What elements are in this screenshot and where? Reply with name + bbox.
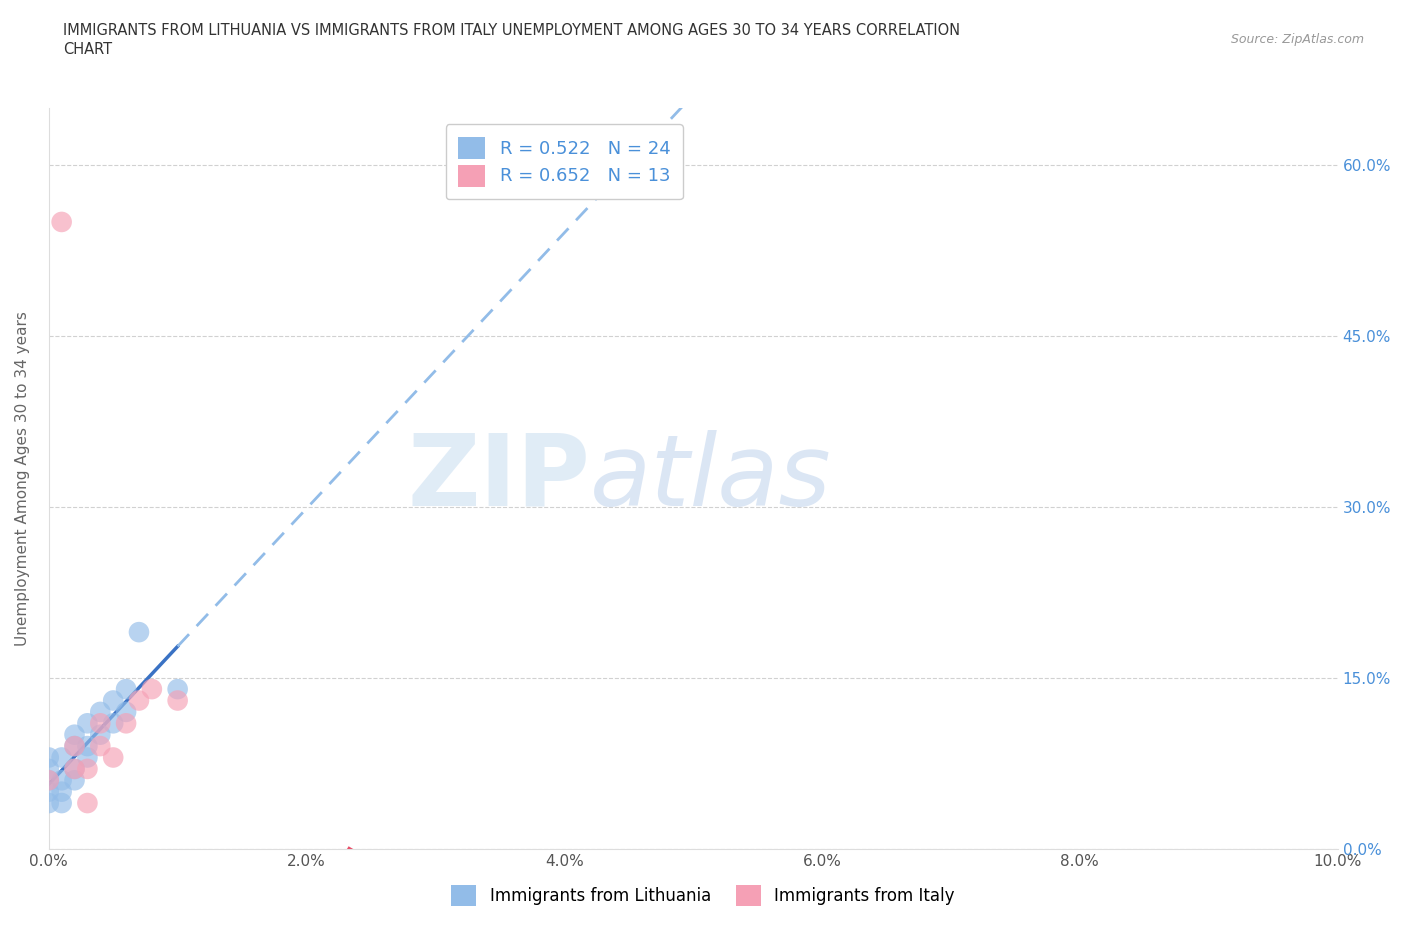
Text: IMMIGRANTS FROM LITHUANIA VS IMMIGRANTS FROM ITALY UNEMPLOYMENT AMONG AGES 30 TO: IMMIGRANTS FROM LITHUANIA VS IMMIGRANTS … [63,23,960,38]
Point [38,773,60,788]
Point [63,727,86,742]
Point [128,625,150,640]
Point [115,716,138,731]
Point [89,704,111,719]
Text: atlas: atlas [591,430,832,526]
Point [38,773,60,788]
Legend: Immigrants from Lithuania, Immigrants from Italy: Immigrants from Lithuania, Immigrants fr… [444,879,962,912]
Point [63,738,86,753]
Point [63,738,86,753]
Point [63,762,86,777]
Point [38,750,60,764]
Text: ZIP: ZIP [408,430,591,526]
Legend: R = 0.522   N = 24, R = 0.652   N = 13: R = 0.522 N = 24, R = 0.652 N = 13 [446,125,683,199]
Point [103,716,125,731]
Point [166,682,188,697]
Point [89,738,111,753]
Point [38,796,60,811]
Y-axis label: Unemployment Among Ages 30 to 34 years: Unemployment Among Ages 30 to 34 years [15,311,30,645]
Point [141,682,163,697]
Point [115,704,138,719]
Point [76,750,98,764]
Point [76,716,98,731]
Text: CHART: CHART [63,42,112,57]
Point [38,762,60,777]
Point [51,750,73,764]
Text: Source: ZipAtlas.com: Source: ZipAtlas.com [1230,33,1364,46]
Point [103,693,125,708]
Point [115,682,138,697]
Point [76,738,98,753]
Point [51,796,73,811]
Point [76,796,98,811]
Point [63,762,86,777]
Point [63,773,86,788]
Point [89,727,111,742]
Point [51,215,73,230]
Point [166,693,188,708]
Point [38,784,60,799]
Point [128,693,150,708]
Point [89,716,111,731]
Point [51,773,73,788]
Point [103,750,125,764]
Point [76,762,98,777]
Point [51,784,73,799]
